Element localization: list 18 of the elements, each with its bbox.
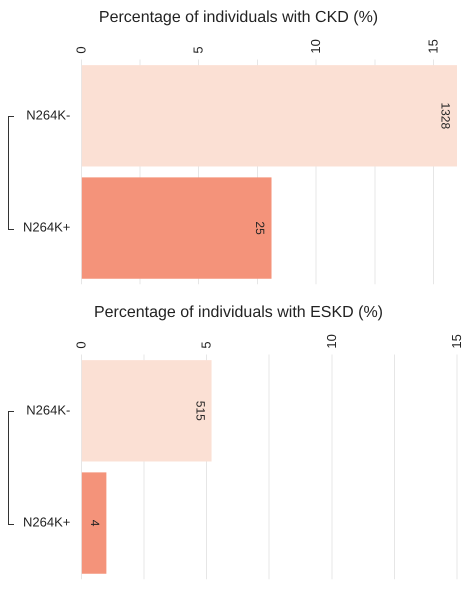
x-tick-label: 15: [448, 334, 464, 349]
annotation: 25: [253, 221, 268, 236]
y-tick-label: N264K+: [22, 514, 70, 530]
y-tick-label: N264K-: [26, 402, 70, 418]
y-tick-label: N264K+: [22, 220, 70, 235]
x-tick-label: 10: [324, 334, 339, 349]
x-tick-label: 5: [190, 46, 206, 54]
chart-title: Percentage of individuals with CKD (%): [98, 9, 378, 26]
x-tick-label: 0: [73, 341, 88, 349]
x-tick-label: 0: [73, 46, 88, 54]
x-tick-label: 5: [198, 341, 214, 349]
x-tick-label: 15: [426, 39, 440, 54]
annotation: 1328: [438, 102, 453, 130]
y-tick-label: N264K-: [26, 107, 70, 122]
annotation: 4: [88, 520, 102, 527]
x-tick-label: 10: [308, 39, 324, 54]
chart-title: Percentage of individuals with ESKD (%): [94, 304, 384, 322]
annotation: 515: [193, 400, 208, 422]
